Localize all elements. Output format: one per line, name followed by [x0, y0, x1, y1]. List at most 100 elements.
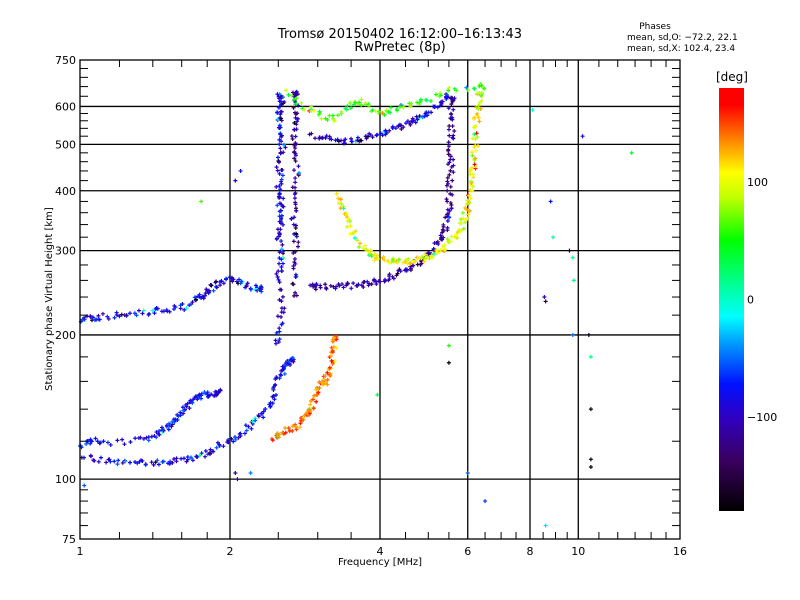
data-point: [352, 102, 357, 107]
data-point: [363, 247, 368, 252]
data-point: [432, 104, 437, 109]
data-point: [452, 128, 457, 133]
data-point: [358, 138, 363, 143]
data-point: [369, 282, 374, 287]
x-tick-label: 6: [464, 545, 471, 558]
data-point: [283, 425, 288, 430]
data-point: [279, 247, 284, 252]
data-point: [290, 355, 295, 360]
data-point: [434, 92, 439, 97]
data-point: [276, 105, 281, 110]
data-point: [316, 112, 321, 117]
data-point: [310, 397, 315, 402]
data-point: [206, 393, 211, 398]
data-point: [281, 310, 286, 315]
data-point: [530, 107, 535, 112]
data-point: [261, 415, 266, 420]
data-point: [396, 124, 401, 129]
data-point: [320, 136, 325, 141]
data-point: [465, 88, 470, 93]
data-point: [232, 435, 237, 440]
data-point: [308, 408, 313, 413]
data-point: [281, 101, 286, 106]
data-point: [293, 134, 298, 139]
data-point: [275, 168, 280, 173]
data-point: [101, 439, 106, 444]
data-point: [355, 101, 360, 106]
data-point: [239, 279, 244, 284]
data-point: [212, 393, 217, 398]
data-point: [429, 253, 434, 258]
data-point: [278, 187, 283, 192]
data-point: [316, 390, 321, 395]
data-point: [270, 438, 275, 443]
y-tick-label: 500: [55, 138, 76, 151]
data-point: [277, 191, 282, 196]
data-point: [282, 142, 287, 147]
data-point: [98, 455, 103, 460]
data-point: [170, 460, 175, 465]
data-point: [390, 274, 395, 279]
data-point: [291, 222, 296, 227]
data-point: [184, 306, 189, 311]
data-point: [344, 107, 349, 112]
data-point: [156, 462, 161, 467]
data-point: [235, 477, 240, 482]
data-point: [297, 425, 302, 430]
data-point: [124, 313, 129, 318]
data-point: [468, 196, 473, 201]
data-point: [246, 424, 251, 429]
data-point: [349, 136, 354, 141]
data-point: [405, 119, 410, 124]
data-point: [394, 273, 399, 278]
data-point: [294, 102, 299, 107]
data-point: [438, 103, 443, 108]
data-point: [279, 179, 284, 184]
data-point: [188, 455, 193, 460]
data-point: [233, 178, 238, 183]
data-point: [428, 98, 433, 103]
data-point: [280, 294, 285, 299]
data-point: [279, 216, 284, 221]
x-tick-label: 8: [527, 545, 534, 558]
data-point: [449, 202, 454, 207]
data-point: [89, 439, 94, 444]
data-point: [432, 251, 437, 256]
data-point: [120, 460, 125, 465]
data-point: [361, 246, 366, 251]
data-point: [280, 249, 285, 254]
data-point: [375, 392, 380, 397]
data-point: [413, 120, 418, 125]
data-point: [323, 374, 328, 379]
data-point: [214, 279, 219, 284]
data-point: [107, 457, 112, 462]
data-point: [268, 400, 273, 405]
data-point: [277, 297, 282, 302]
data-point: [345, 219, 350, 224]
data-point: [465, 471, 470, 476]
data-point: [567, 248, 572, 253]
data-point: [289, 134, 294, 139]
data-point: [355, 283, 360, 288]
data-point: [333, 138, 338, 143]
colorbar-tick-label: 100: [747, 176, 768, 189]
data-point: [291, 251, 296, 256]
data-point: [467, 201, 472, 206]
data-point: [465, 216, 470, 221]
data-point: [277, 376, 282, 381]
data-point: [172, 303, 177, 308]
data-point: [580, 134, 585, 139]
data-point: [473, 148, 478, 153]
data-point: [294, 96, 299, 101]
data-point: [112, 459, 117, 464]
data-point: [274, 184, 279, 189]
data-point: [292, 168, 297, 173]
data-point: [283, 430, 288, 435]
data-point: [286, 426, 291, 431]
data-point: [296, 244, 301, 249]
data-point: [442, 243, 447, 248]
data-point: [194, 297, 199, 302]
data-point: [469, 179, 474, 184]
data-point: [338, 197, 343, 202]
